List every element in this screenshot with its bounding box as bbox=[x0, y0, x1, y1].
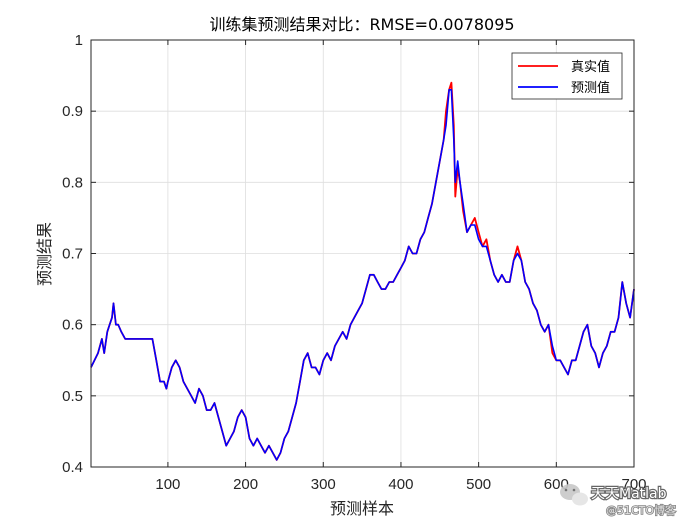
series-line-predicted bbox=[90, 89, 635, 461]
watermark-main: 天天Matlab bbox=[591, 486, 667, 502]
y-tick-label: 0.9 bbox=[62, 103, 83, 120]
watermark: 天天Matlab @51CTO博客 bbox=[560, 484, 677, 518]
x-tick-label: 100 bbox=[155, 476, 180, 493]
x-axis-label: 预测样本 bbox=[330, 499, 394, 518]
legend-box bbox=[511, 52, 623, 100]
legend: 真实值 预测值 bbox=[511, 52, 623, 100]
y-tick-label: 1 bbox=[75, 32, 83, 49]
y-tick-label: 0.8 bbox=[62, 174, 83, 191]
x-tick-label: 300 bbox=[311, 476, 336, 493]
y-axis-label: 预测结果 bbox=[35, 222, 54, 286]
wechat-icon bbox=[560, 484, 588, 506]
watermark-sub: @51CTO博客 bbox=[606, 503, 676, 517]
x-tick-label: 500 bbox=[466, 476, 491, 493]
y-tick-label: 0.4 bbox=[62, 459, 83, 476]
legend-label-predicted: 预测值 bbox=[571, 80, 610, 96]
x-tick-label: 400 bbox=[388, 476, 413, 493]
x-tick-label: 200 bbox=[233, 476, 258, 493]
chart-title: 训练集预测结果对比：RMSE=0.0078095 bbox=[209, 15, 514, 34]
y-tick-label: 0.6 bbox=[62, 317, 83, 334]
x-tick-label: 700 bbox=[621, 476, 646, 493]
legend-label-actual: 真实值 bbox=[571, 59, 610, 75]
y-tick-label: 0.7 bbox=[62, 246, 83, 263]
y-tick-label: 0.5 bbox=[62, 388, 83, 405]
series-layer bbox=[90, 81, 635, 461]
